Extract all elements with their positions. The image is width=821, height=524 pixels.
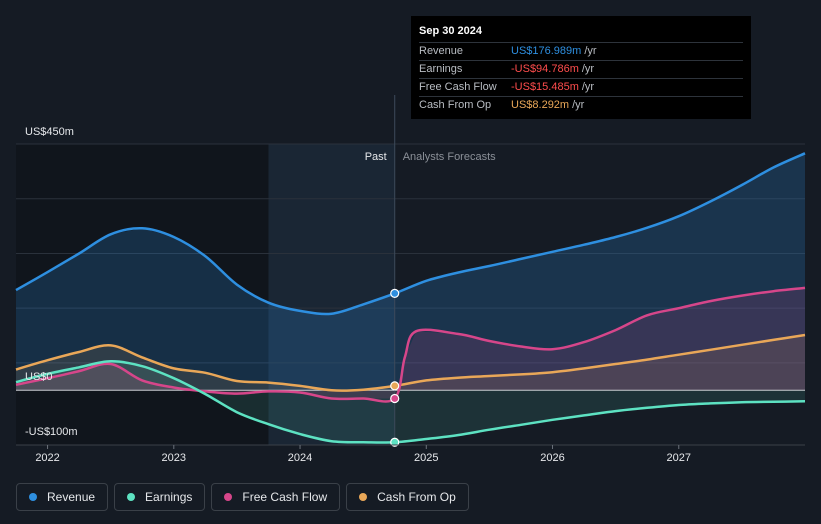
- tooltip-row-earnings: Earnings -US$94.786m /yr: [419, 60, 743, 78]
- series-area-cash-from-op: [16, 335, 805, 391]
- marker-cash-from-op: [390, 381, 400, 391]
- y-tick-label-neg100: -US$100m: [25, 426, 78, 438]
- tooltip-unit: /yr: [581, 81, 595, 93]
- legend: Revenue Earnings Free Cash Flow Cash Fro…: [16, 483, 469, 511]
- legend-label: Earnings: [145, 490, 193, 504]
- legend-item-free-cash-flow[interactable]: Free Cash Flow: [211, 483, 341, 511]
- legend-label: Cash From Op: [377, 490, 456, 504]
- x-tick-label: 2023: [162, 452, 186, 464]
- tooltip-label: Cash From Op: [419, 99, 492, 111]
- legend-dot-icon: [359, 493, 368, 501]
- marker-earnings: [390, 437, 400, 447]
- legend-dot-icon: [224, 493, 233, 501]
- tooltip: Sep 30 2024 Revenue US$176.989m /yr Earn…: [411, 16, 751, 119]
- tooltip-row-revenue: Revenue US$176.989m /yr: [419, 42, 743, 60]
- series-line-earnings: [15, 360, 806, 444]
- x-tick-label: 2026: [540, 452, 564, 464]
- tooltip-label: Earnings: [419, 63, 463, 75]
- past-highlight-band: [268, 144, 395, 445]
- tooltip-row-cfo: Cash From Op US$8.292m /yr: [419, 96, 743, 114]
- tooltip-unit: /yr: [572, 99, 585, 111]
- tooltip-date: Sep 30 2024: [419, 25, 482, 37]
- series-area-earnings: [16, 361, 805, 443]
- y-tick-label-0: US$0: [25, 371, 53, 383]
- series-area-free-cash-flow: [16, 287, 805, 399]
- y-tick-label-450: US$450m: [25, 126, 74, 138]
- marker-revenue: [390, 288, 400, 299]
- legend-item-cash-from-op[interactable]: Cash From Op: [346, 483, 469, 511]
- forecast-label: Analysts Forecasts: [403, 151, 496, 163]
- tooltip-unit: /yr: [581, 63, 595, 75]
- tooltip-label: Revenue: [419, 45, 464, 57]
- tooltip-label: Free Cash Flow: [419, 81, 497, 93]
- tooltip-row-fcf: Free Cash Flow -US$15.485m /yr: [419, 78, 743, 96]
- x-tick-label: 2025: [414, 452, 438, 464]
- series-line-free-cash-flow: [15, 286, 806, 403]
- legend-item-revenue[interactable]: Revenue: [16, 483, 109, 511]
- tooltip-value: -US$15.485m: [511, 81, 579, 93]
- legend-label: Revenue: [47, 490, 96, 504]
- x-tick-label: 2022: [35, 452, 59, 464]
- tooltip-value: -US$94.786m: [511, 63, 579, 75]
- legend-item-earnings[interactable]: Earnings: [114, 483, 206, 511]
- series-line-cash-from-op: [15, 333, 806, 392]
- x-tick-label: 2024: [288, 452, 312, 464]
- series-area-revenue: [16, 153, 805, 391]
- legend-dot-icon: [127, 493, 136, 501]
- legend-label: Free Cash Flow: [242, 490, 328, 504]
- tooltip-value: US$8.292m: [511, 99, 570, 111]
- legend-dot-icon: [29, 493, 37, 501]
- series-line-revenue: [15, 152, 806, 316]
- tooltip-unit: /yr: [584, 45, 597, 57]
- marker-free-cash-flow: [390, 393, 400, 404]
- x-tick-label: 2027: [667, 452, 691, 464]
- past-label: Past: [365, 151, 387, 163]
- tooltip-value: US$176.989m: [511, 45, 582, 57]
